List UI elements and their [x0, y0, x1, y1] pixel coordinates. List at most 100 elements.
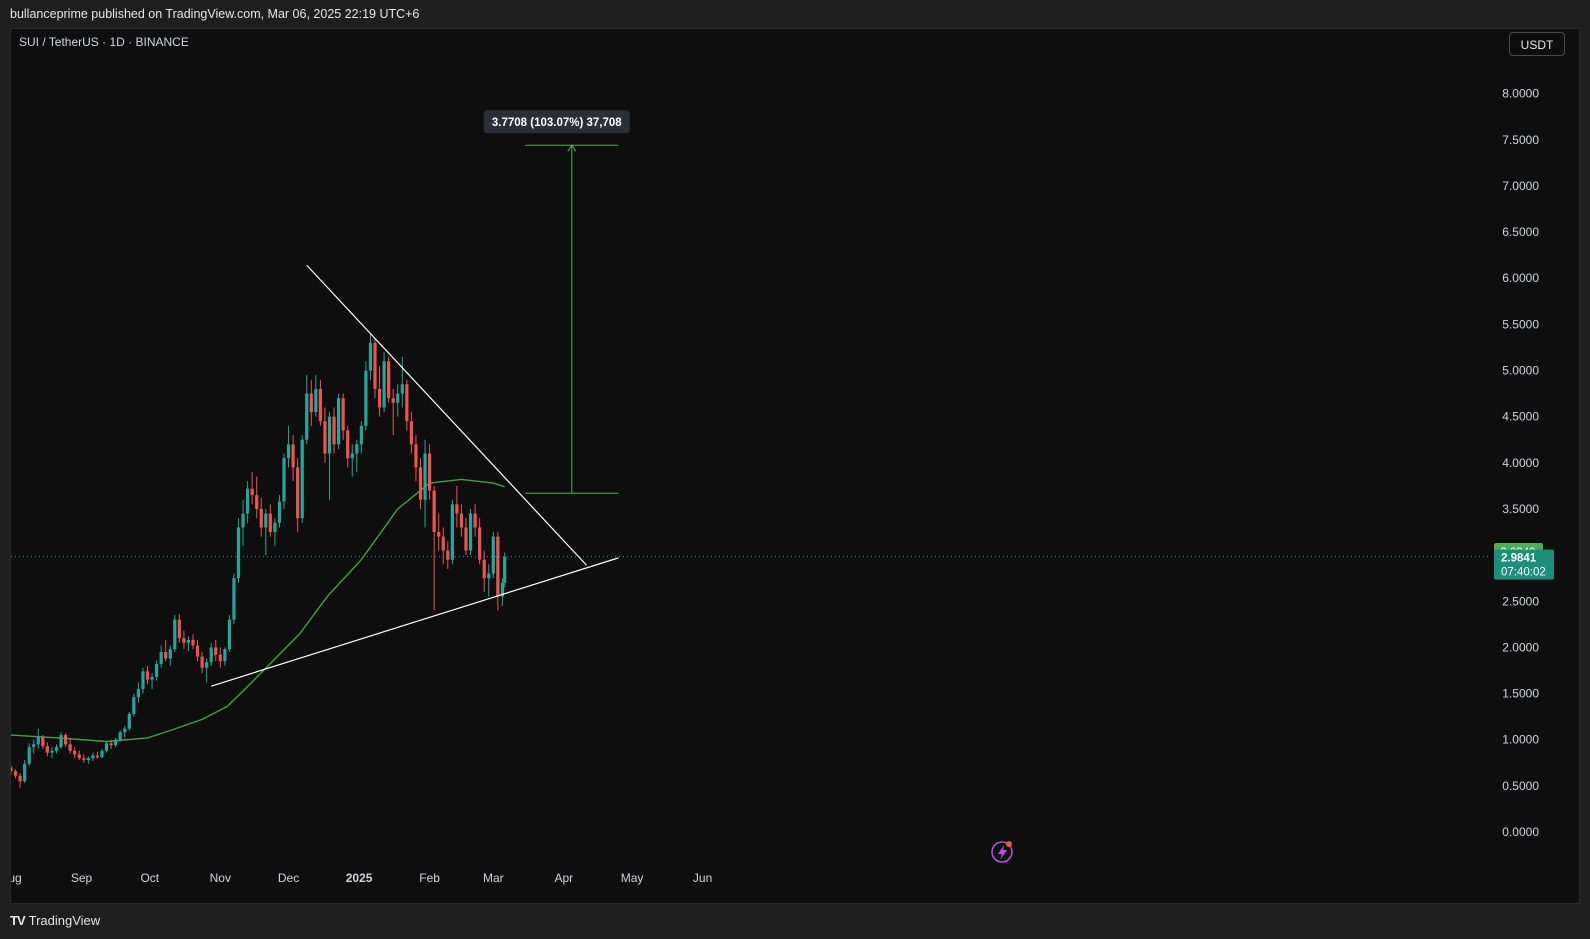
candle[interactable]: [409, 412, 413, 454]
candle[interactable]: [114, 737, 118, 748]
candle[interactable]: [227, 615, 231, 653]
candle[interactable]: [246, 481, 250, 523]
candle[interactable]: [232, 573, 236, 625]
candle[interactable]: [45, 742, 49, 757]
candle[interactable]: [277, 495, 282, 528]
candle[interactable]: [268, 504, 272, 537]
candle[interactable]: [54, 744, 59, 754]
trendline-descending-resistance[interactable]: [306, 264, 588, 566]
candle[interactable]: [305, 375, 309, 445]
candle[interactable]: [164, 640, 168, 662]
trendline-ascending-support[interactable]: [211, 557, 619, 687]
candle[interactable]: [350, 444, 354, 477]
candle[interactable]: [255, 476, 259, 519]
candle[interactable]: [309, 379, 313, 426]
candle[interactable]: [223, 647, 227, 666]
candle[interactable]: [168, 645, 172, 666]
candle[interactable]: [318, 379, 322, 426]
candle[interactable]: [264, 508, 268, 556]
symbol-title[interactable]: SUI / TetherUS · 1D · BINANCE: [19, 35, 189, 49]
candle[interactable]: [182, 630, 186, 650]
currency-button[interactable]: USDT: [1509, 32, 1565, 56]
candle[interactable]: [496, 532, 500, 611]
candle[interactable]: [109, 739, 113, 749]
candle[interactable]: [86, 756, 90, 764]
candle[interactable]: [332, 407, 336, 454]
candle[interactable]: [209, 642, 213, 666]
candle[interactable]: [41, 735, 45, 749]
candle[interactable]: [141, 667, 145, 694]
candle[interactable]: [159, 645, 163, 668]
candle[interactable]: [327, 412, 332, 500]
candle[interactable]: [428, 444, 432, 500]
candle[interactable]: [82, 754, 86, 763]
candle[interactable]: [177, 614, 181, 643]
candle[interactable]: [11, 765, 13, 775]
candle[interactable]: [391, 388, 395, 436]
candle[interactable]: [387, 356, 391, 403]
candle[interactable]: [32, 739, 36, 754]
candle[interactable]: [241, 499, 245, 546]
candle[interactable]: [441, 527, 445, 565]
lightning-icon[interactable]: [991, 841, 1013, 863]
candle[interactable]: [104, 741, 109, 753]
candle[interactable]: [186, 636, 191, 652]
candle[interactable]: [423, 439, 427, 528]
candle[interactable]: [414, 435, 418, 482]
candle[interactable]: [95, 751, 100, 760]
candle[interactable]: [500, 578, 504, 606]
candle[interactable]: [136, 682, 140, 703]
candle[interactable]: [373, 338, 377, 399]
candle[interactable]: [300, 435, 304, 523]
candle[interactable]: [64, 733, 68, 748]
candle[interactable]: [337, 393, 341, 449]
candle[interactable]: [145, 665, 150, 685]
candle[interactable]: [132, 693, 136, 717]
candle[interactable]: [346, 425, 350, 468]
candle[interactable]: [91, 752, 95, 761]
candle[interactable]: [382, 352, 386, 413]
candle[interactable]: [446, 541, 450, 569]
candle[interactable]: [478, 518, 482, 565]
candle[interactable]: [127, 712, 131, 731]
candle[interactable]: [473, 504, 477, 537]
candle[interactable]: [487, 564, 491, 597]
candle[interactable]: [36, 728, 40, 749]
candle[interactable]: [173, 615, 177, 653]
candle[interactable]: [18, 772, 22, 788]
candle[interactable]: [123, 725, 127, 738]
candle[interactable]: [286, 425, 291, 468]
candle[interactable]: [200, 652, 204, 674]
candle[interactable]: [491, 532, 495, 579]
candle[interactable]: [100, 748, 104, 759]
candle[interactable]: [191, 634, 195, 650]
candle[interactable]: [355, 439, 359, 473]
candle[interactable]: [341, 393, 345, 440]
chart-frame[interactable]: SUI / TetherUS · 1D · BINANCE USDT 3.770…: [10, 28, 1580, 904]
candle[interactable]: [27, 743, 31, 766]
candle[interactable]: [155, 660, 159, 681]
candle[interactable]: [259, 497, 263, 537]
ma-line[interactable]: [11, 478, 505, 743]
candle[interactable]: [282, 453, 286, 509]
candle[interactable]: [359, 421, 363, 454]
candle[interactable]: [296, 458, 300, 533]
candle[interactable]: [377, 365, 382, 417]
candle[interactable]: [68, 737, 72, 754]
candle[interactable]: [50, 747, 54, 759]
candle[interactable]: [368, 333, 373, 380]
candle[interactable]: [482, 550, 486, 593]
candle[interactable]: [405, 379, 409, 431]
candle[interactable]: [503, 552, 507, 588]
candle[interactable]: [59, 732, 63, 749]
candle[interactable]: [195, 640, 200, 662]
candle[interactable]: [450, 499, 454, 565]
candle[interactable]: [250, 472, 254, 505]
price-chart[interactable]: 3.7708 (103.07%) 37,708 8.0000 7.5000 7.00…: [11, 29, 1580, 904]
candle[interactable]: [205, 658, 209, 683]
candle[interactable]: [468, 508, 473, 556]
candle[interactable]: [400, 356, 404, 408]
candle[interactable]: [314, 375, 318, 417]
candle[interactable]: [77, 750, 81, 761]
candle[interactable]: [273, 518, 277, 546]
